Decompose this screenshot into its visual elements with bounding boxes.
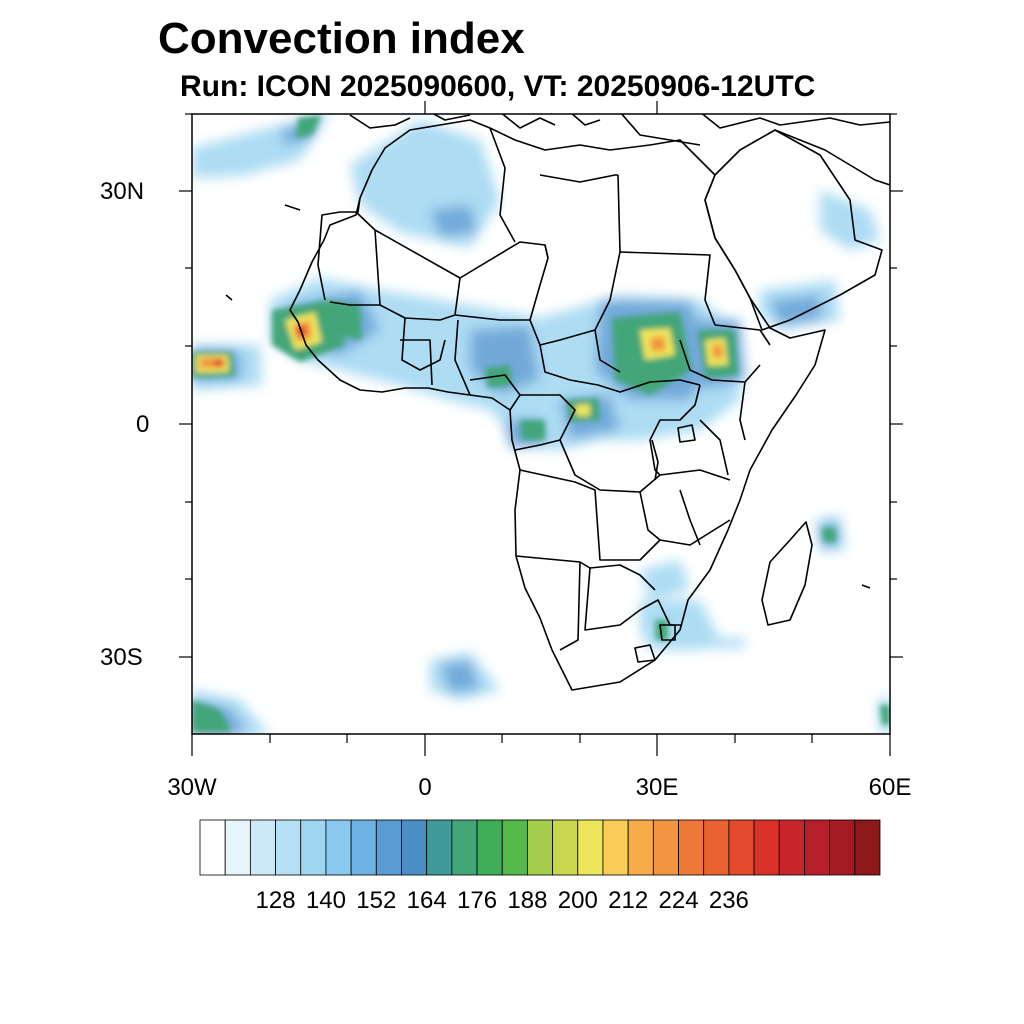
colorbar-box <box>224 819 251 876</box>
lat-label-30s: 30S <box>100 644 143 671</box>
lon-label-30w: 30W <box>167 774 217 801</box>
colorbar-box <box>627 819 654 876</box>
colorbar-box <box>678 819 705 876</box>
colorbar-label: 128 <box>255 887 296 914</box>
lat-label-0: 0 <box>136 411 150 438</box>
colorbar-box <box>703 819 730 876</box>
colorbar-label: 200 <box>557 887 598 914</box>
colorbar-box <box>451 819 478 876</box>
map-subtitle: Run: ICON 2025090600, VT: 20250906-12UTC <box>180 70 816 103</box>
colorbar-label: 224 <box>658 887 699 914</box>
colorbar-box <box>728 819 755 876</box>
colorbar-label: 212 <box>608 887 649 914</box>
colorbar-label: 140 <box>305 887 346 914</box>
colorbar-box <box>300 819 327 876</box>
colorbar-box <box>426 819 453 876</box>
africa-coastline <box>289 119 826 691</box>
colorbar-box <box>501 819 528 876</box>
colorbar-box <box>275 819 302 876</box>
colorbar-box <box>375 819 402 876</box>
colorbar-box <box>249 819 276 876</box>
colorbar-box <box>804 819 831 876</box>
arabian-peninsula <box>704 129 883 331</box>
coastlines-borders <box>225 114 890 691</box>
colorbar-label: 188 <box>507 887 548 914</box>
colorbar-box <box>199 819 226 876</box>
colorbar-label: 164 <box>406 887 447 914</box>
axis-ticks <box>179 101 903 756</box>
convection-field <box>192 114 890 734</box>
colorbar-box <box>350 819 377 876</box>
colorbar-box <box>652 819 679 876</box>
colorbar-box <box>778 819 805 876</box>
colorbar-label: 176 <box>457 887 498 914</box>
madagascar-coastline <box>761 521 813 626</box>
colorbar-box <box>527 819 553 876</box>
lon-label-30e: 30E <box>635 774 679 801</box>
colorbar-box <box>325 819 352 876</box>
lon-label-0: 0 <box>418 774 432 801</box>
colorbar-box <box>476 819 503 876</box>
colorbar-label: 152 <box>356 887 397 914</box>
map-title: Convection index <box>158 14 525 63</box>
lon-label-60e: 60E <box>868 774 912 801</box>
colorbar-box <box>829 819 856 876</box>
colorbar-box <box>552 819 579 876</box>
colorbar-box <box>854 819 881 876</box>
colorbar-box <box>577 819 604 876</box>
lat-label-30n: 30N <box>100 178 145 205</box>
colorbar-label: 236 <box>708 887 749 914</box>
colorbar-box <box>753 819 780 876</box>
colorbar-box <box>602 819 629 876</box>
colorbar-box <box>401 819 428 876</box>
